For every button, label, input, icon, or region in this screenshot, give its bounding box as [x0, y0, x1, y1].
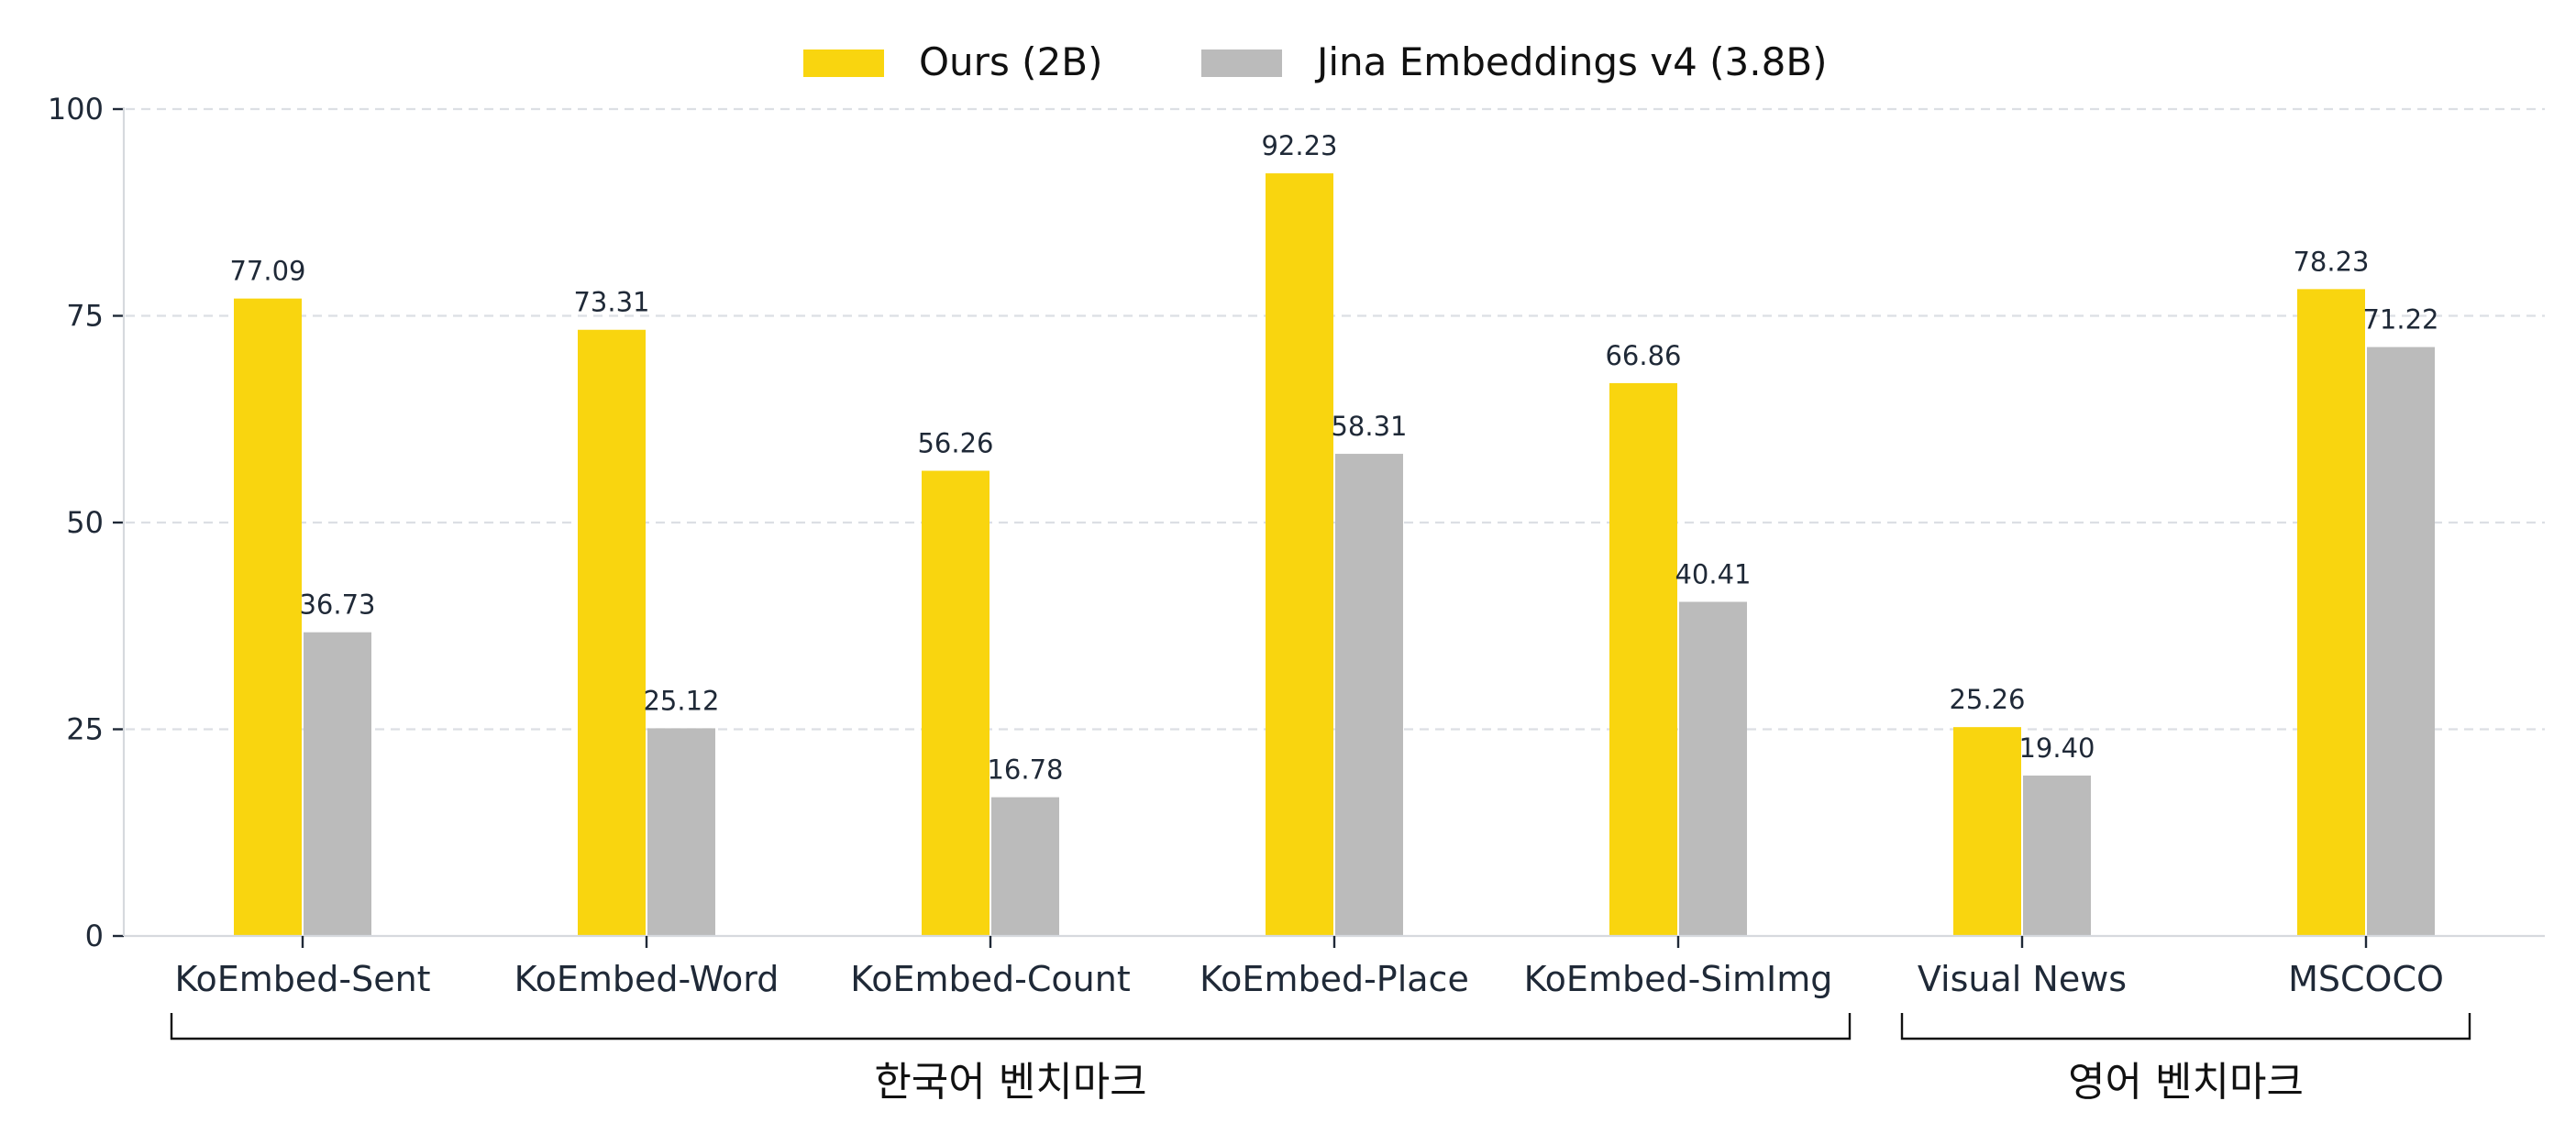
legend-swatch — [803, 50, 884, 77]
bar-jina — [1679, 601, 1747, 936]
value-label: 73.31 — [573, 287, 649, 318]
value-label: 56.26 — [917, 428, 993, 459]
group-label: 영어 벤치마크 — [2068, 1059, 2304, 1106]
y-tick-label: 75 — [66, 299, 104, 334]
bar-jina — [647, 728, 715, 936]
value-label: 25.26 — [1949, 684, 2025, 715]
bar-jina — [1335, 454, 1403, 936]
y-tick-label: 25 — [66, 712, 104, 747]
bar-ours — [1266, 173, 1333, 937]
bar-ours — [1609, 382, 1677, 936]
x-tick-label: KoEmbed-Sent — [174, 959, 430, 999]
value-label: 36.73 — [299, 589, 375, 621]
bar-ours — [1953, 727, 2021, 936]
bar-ours — [922, 470, 989, 936]
x-tick-label: MSCOCO — [2288, 959, 2444, 999]
legend-label: Jina Embeddings v4 (3.8B) — [1314, 39, 1828, 84]
bar-jina — [304, 632, 371, 936]
x-tick-label: KoEmbed-Place — [1200, 959, 1469, 999]
labels: 77.09 73.31 56.26 92.23 66.86 25.26 78.23 36.73… — [229, 130, 2438, 786]
bar-ours — [234, 298, 302, 936]
group-label: 한국어 벤치마크 — [874, 1059, 1146, 1106]
bar-ours — [578, 329, 646, 937]
value-label: 58.31 — [1331, 411, 1407, 442]
value-label: 66.86 — [1605, 340, 1681, 371]
bars — [234, 173, 2435, 937]
y-tick-label: 100 — [48, 92, 104, 127]
legend-label: Ours (2B) — [919, 39, 1102, 84]
x-tick-label: KoEmbed-Word — [514, 959, 779, 999]
group-bracket — [1900, 1013, 2471, 1040]
bar-jina — [991, 797, 1059, 936]
value-label: 92.23 — [1261, 130, 1337, 161]
value-label: 19.40 — [2018, 732, 2095, 764]
value-label: 25.12 — [643, 685, 719, 716]
value-label: 71.22 — [2362, 304, 2438, 336]
y-tick-label: 0 — [85, 919, 104, 953]
value-label: 40.41 — [1675, 559, 1751, 590]
bar-jina — [2023, 776, 2091, 936]
legend-swatch — [1201, 50, 1282, 77]
axes: 0 25 50 75 100 KoEmbed-Sent KoEmbed-Word KoEmbe… — [48, 92, 2545, 999]
x-tick-label: KoEmbed-Count — [850, 959, 1130, 999]
group-bracket — [170, 1013, 1852, 1040]
group-brackets: 한국어 벤치마크 영어 벤치마크 — [170, 1013, 2471, 1106]
value-label: 78.23 — [2293, 246, 2369, 277]
bar-jina — [2367, 347, 2435, 937]
bar-ours — [2297, 289, 2365, 937]
x-tick-label: Visual News — [1918, 959, 2127, 999]
y-tick-label: 50 — [66, 505, 104, 540]
value-label: 77.09 — [229, 256, 305, 287]
value-label: 16.78 — [987, 754, 1063, 786]
legend: Ours (2B) Jina Embeddings v4 (3.8B) — [803, 39, 1828, 84]
x-tick-label: KoEmbed-SimImg — [1524, 959, 1833, 999]
